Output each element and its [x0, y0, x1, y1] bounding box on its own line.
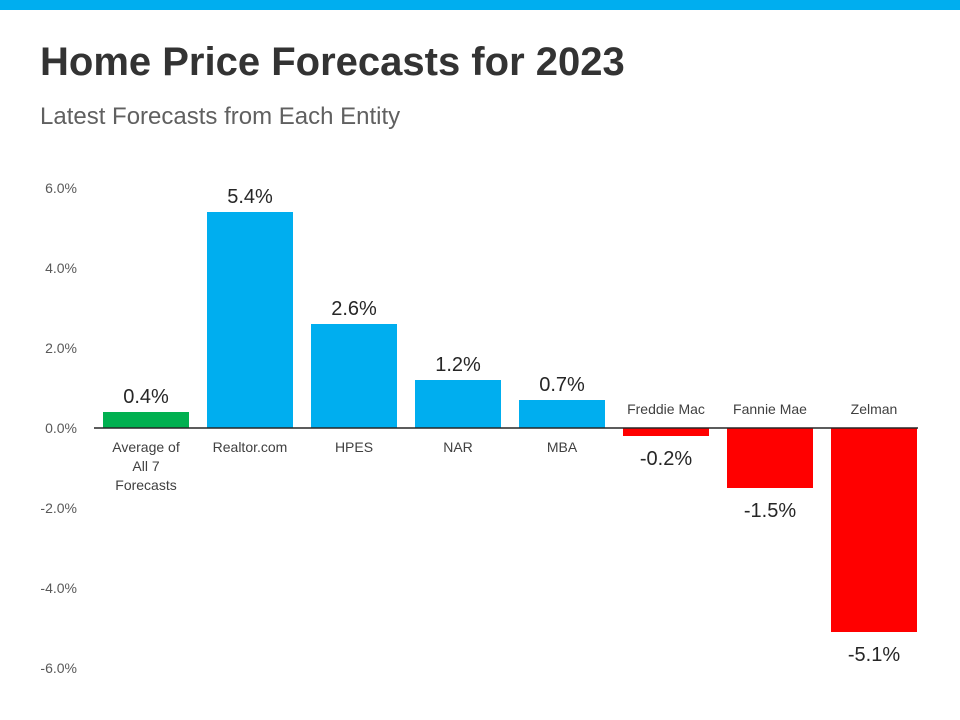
- page-title: Home Price Forecasts for 2023: [40, 40, 625, 84]
- bar: [519, 400, 605, 428]
- bar: [311, 324, 397, 428]
- bar: [207, 212, 293, 428]
- bar: [727, 428, 813, 488]
- category-label: HPES: [335, 439, 373, 455]
- value-label: -1.5%: [744, 500, 796, 522]
- category-label: Zelman: [851, 401, 898, 417]
- category-label: NAR: [443, 439, 473, 455]
- value-label: 2.6%: [331, 298, 377, 320]
- category-label: Forecasts: [115, 477, 176, 493]
- bar: [103, 412, 189, 428]
- y-tick-label: -4.0%: [40, 580, 77, 596]
- bar: [831, 428, 917, 632]
- y-tick-label: -2.0%: [40, 500, 77, 516]
- value-label: -0.2%: [640, 448, 692, 470]
- category-label: Realtor.com: [213, 439, 288, 455]
- category-label: MBA: [547, 439, 578, 455]
- page-subtitle: Latest Forecasts from Each Entity: [40, 103, 401, 130]
- y-tick-label: 4.0%: [45, 260, 77, 276]
- category-label: Average of: [112, 439, 180, 455]
- value-label: 5.4%: [227, 186, 273, 208]
- category-label: Freddie Mac: [627, 401, 705, 417]
- category-label: All 7: [132, 458, 159, 474]
- value-label: 1.2%: [435, 354, 481, 376]
- y-tick-label: 6.0%: [45, 180, 77, 196]
- value-label: 0.4%: [123, 386, 169, 408]
- bar: [415, 380, 501, 428]
- y-tick-label: 0.0%: [45, 420, 77, 436]
- value-label: 0.7%: [539, 374, 585, 396]
- value-label: -5.1%: [848, 644, 900, 666]
- bar: [623, 428, 709, 436]
- top-accent-bar: [0, 0, 960, 10]
- y-tick-label: 2.0%: [45, 340, 77, 356]
- y-tick-label: -6.0%: [40, 660, 77, 676]
- category-label: Fannie Mae: [733, 401, 807, 417]
